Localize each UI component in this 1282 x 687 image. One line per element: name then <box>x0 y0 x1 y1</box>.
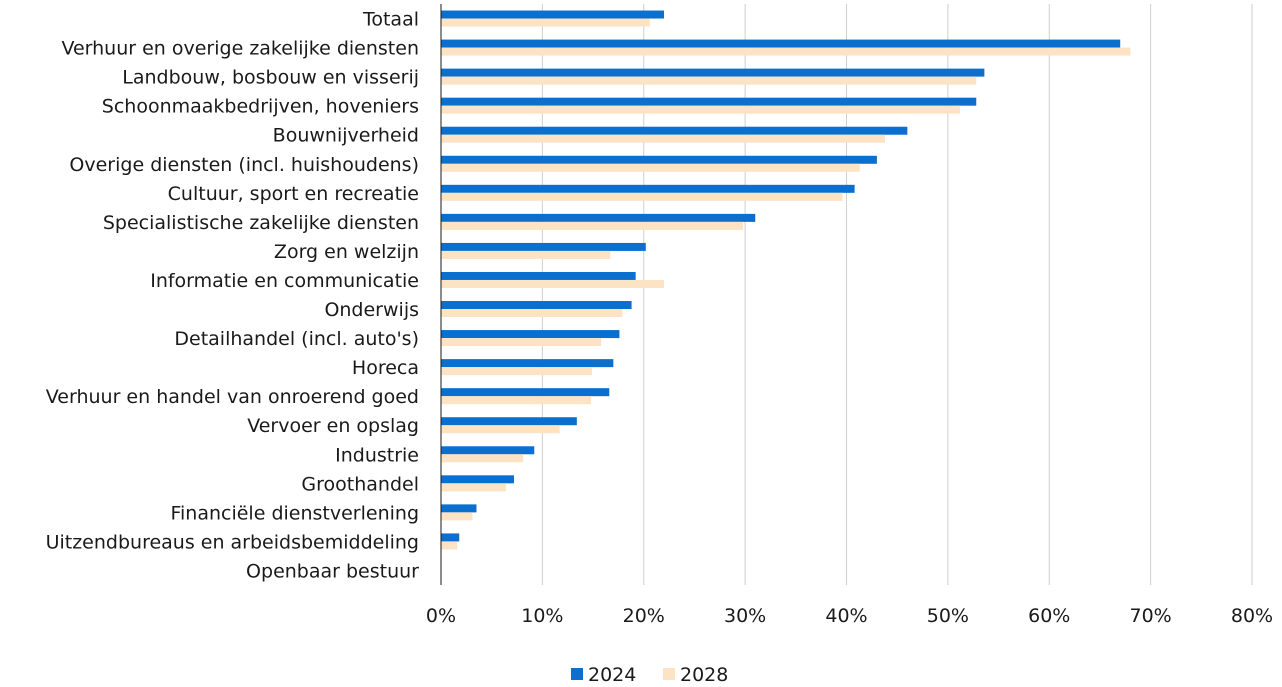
x-tick-label: 30% <box>724 605 766 627</box>
category-label: Onderwijs <box>324 299 419 321</box>
gridlines <box>541 4 1253 585</box>
bar-2024 <box>441 97 977 106</box>
x-tick-label: 50% <box>927 605 969 627</box>
category-label: Cultuur, sport en recreatie <box>168 183 419 205</box>
bar-2024 <box>441 359 614 368</box>
bar-2024 <box>441 388 610 397</box>
bar-2028 <box>441 18 650 27</box>
category-label: Horeca <box>352 357 419 379</box>
x-tick-label: 60% <box>1028 605 1070 627</box>
category-label: Zorg en welzijn <box>274 241 419 263</box>
bar-2024 <box>441 301 632 310</box>
category-label: Openbaar bestuur <box>246 560 419 582</box>
category-label: Specialistische zakelijke diensten <box>103 212 419 234</box>
bar-2024 <box>441 533 460 542</box>
bar-2024 <box>441 330 620 339</box>
bar-2024 <box>441 475 514 484</box>
category-label: Landbouw, bosbouw en visserij <box>122 67 419 89</box>
bar-2028 <box>441 541 458 550</box>
bars <box>441 10 1131 550</box>
x-tick-label: 40% <box>825 605 867 627</box>
bar-2024 <box>441 271 636 280</box>
category-label: Groothandel <box>301 473 419 495</box>
category-label: Detailhandel (incl. auto's) <box>174 328 419 350</box>
x-tick-label: 0% <box>426 605 456 627</box>
legend-swatch-2024 <box>571 668 583 680</box>
bar-2028 <box>441 105 961 114</box>
category-label: Verhuur en handel van onroerend goed <box>46 386 419 408</box>
x-tick-labels: 0% 10% 20% 30% 40% 50% 60% 70% 80% <box>426 605 1273 627</box>
bar-2028 <box>441 454 524 463</box>
bar-2024 <box>441 126 908 135</box>
bar-2028 <box>441 250 611 259</box>
bar-2028 <box>441 338 602 347</box>
category-label: Overige diensten (incl. huishoudens) <box>69 154 419 176</box>
bar-2024 <box>441 242 646 251</box>
bar-2028 <box>441 309 623 318</box>
category-label: Financiële dienstverlening <box>170 502 419 524</box>
bar-2028 <box>441 425 560 434</box>
legend: 2024 2028 <box>571 664 728 686</box>
bar-2024 <box>441 417 577 426</box>
bar-2028 <box>441 76 977 85</box>
x-tick-label: 80% <box>1231 605 1273 627</box>
category-label: Bouwnijverheid <box>273 125 419 147</box>
bar-2024 <box>441 155 877 164</box>
bar-2024 <box>441 39 1121 48</box>
bar-2024 <box>441 68 985 77</box>
category-label: Uitzendbureaus en arbeidsbemiddeling <box>46 531 419 553</box>
category-label: Verhuur en overige zakelijke diensten <box>61 38 419 60</box>
bar-2028 <box>441 221 744 230</box>
category-labels: Totaal Verhuur en overige zakelijke diens… <box>46 9 420 583</box>
bar-2028 <box>441 279 665 288</box>
bar-2028 <box>441 134 886 143</box>
bar-2024 <box>441 184 855 193</box>
category-label: Industrie <box>335 444 419 466</box>
x-tick-label: 20% <box>623 605 665 627</box>
bar-2024 <box>441 504 477 513</box>
bar-2028 <box>441 367 593 376</box>
bar-2028 <box>441 512 473 521</box>
bar-2028 <box>441 163 860 172</box>
category-label: Totaal <box>362 9 419 31</box>
category-label: Schoonmaakbedrijven, hoveniers <box>102 96 419 118</box>
x-tick-label: 70% <box>1130 605 1172 627</box>
bar-2028 <box>441 483 506 492</box>
legend-swatch-2028 <box>663 668 675 680</box>
bar-2024 <box>441 446 535 455</box>
x-tick-label: 10% <box>521 605 563 627</box>
bar-2028 <box>441 192 843 201</box>
legend-label-2028: 2028 <box>680 664 728 686</box>
bar-2028 <box>441 47 1131 56</box>
bar-2028 <box>441 396 592 405</box>
category-label: Informatie en communicatie <box>150 270 419 292</box>
category-label: Vervoer en opslag <box>247 415 419 437</box>
legend-label-2024: 2024 <box>588 664 636 686</box>
bar-2024 <box>441 10 665 19</box>
bar-2024 <box>441 213 756 222</box>
